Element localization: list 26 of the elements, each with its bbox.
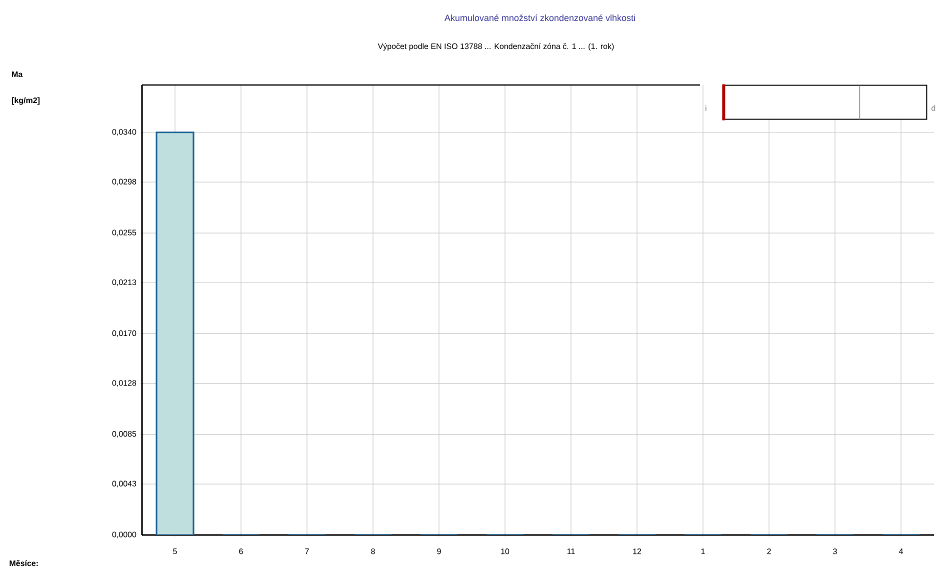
x-tick-label: 10: [501, 548, 510, 554]
y-tick-label: 0,0043: [112, 480, 136, 488]
y-tick-label: 0,0085: [112, 431, 136, 438]
text: Měsíce:: [10, 560, 38, 566]
annotation: d: [932, 105, 936, 111]
y-tick-label: 0,0255: [112, 230, 136, 236]
x-tick-label: 2: [767, 548, 771, 554]
x-tick-label: 11: [567, 548, 575, 554]
x-tick-label: 12: [633, 548, 642, 554]
chart-subtitle: Výpočet podle EN ISO 13788 ... Kondenzační zóna č. 1 ... (1. rok): [378, 43, 614, 51]
y-tick-label: 0,0170: [112, 330, 136, 337]
x-tick-label: 8: [371, 548, 375, 554]
y-tick-label: 0,0128: [112, 380, 136, 387]
x-tick-label: 9: [437, 548, 441, 554]
x-tick-label: 3: [833, 548, 837, 554]
y-tick-label: 0,0213: [112, 279, 136, 286]
y-tick-label: 0,0298: [112, 178, 136, 186]
y-tick-label: 0,0340: [112, 129, 136, 136]
x-tick-label: 5: [173, 548, 177, 554]
x-tick-label: 4: [898, 548, 903, 554]
chart-title: Akumulované množství zkondenzované vlhkosti: [444, 14, 635, 22]
x-tick-label: 7: [305, 548, 309, 554]
x-tick-label: 1: [701, 548, 705, 554]
text: Ma [kg/m2]: [12, 72, 40, 105]
x-tick-label: 6: [239, 548, 243, 554]
y-tick-label: 0,0000: [112, 532, 136, 538]
